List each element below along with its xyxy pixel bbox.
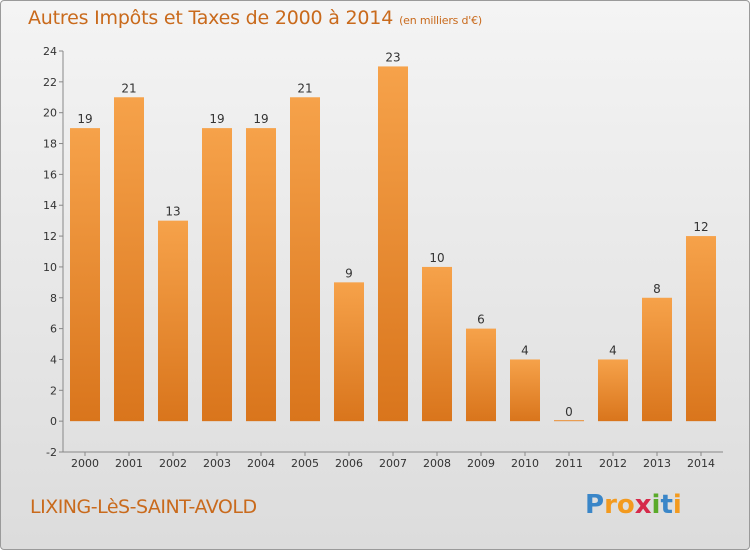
x-tick-label-2014: 2014	[687, 457, 715, 470]
chart-title-text: Autres Impôts et Taxes de 2000 à 2014	[28, 7, 394, 29]
data-label-2013: 8	[653, 282, 661, 296]
x-tick-label-2004: 2004	[247, 457, 275, 470]
x-tick-label-2000: 2000	[71, 457, 99, 470]
chart-bars	[70, 66, 716, 422]
chart-title: Autres Impôts et Taxes de 2000 à 2014 (en…	[28, 7, 482, 29]
data-label-2006: 9	[345, 266, 353, 280]
y-tick-label: -2	[46, 446, 57, 459]
bar-2009	[466, 328, 496, 422]
x-tick-label-2002: 2002	[159, 457, 187, 470]
x-tick-label-2006: 2006	[335, 457, 363, 470]
y-tick-label: 24	[43, 45, 57, 58]
bar-2013	[642, 297, 672, 422]
x-tick-label-2005: 2005	[291, 457, 319, 470]
y-tick-label: 22	[43, 76, 57, 89]
y-tick-label: 18	[43, 138, 57, 151]
y-tick-label: 2	[50, 384, 57, 397]
x-tick-label-2010: 2010	[511, 457, 539, 470]
bar-2007	[378, 66, 408, 422]
y-tick-label: 4	[50, 353, 57, 366]
data-label-2011: 0	[565, 405, 573, 419]
chart-labels: 19 2000 21 2001 13 2002 19 2003 19 2004 21 2005 9 200…	[71, 50, 715, 470]
data-label-2002: 13	[165, 205, 180, 219]
data-label-2004: 19	[253, 112, 268, 126]
data-label-2012: 4	[609, 343, 617, 357]
data-label-2009: 6	[477, 313, 485, 327]
y-tick-label: 16	[43, 168, 57, 181]
bar-2000	[70, 128, 100, 422]
data-label-2005: 21	[297, 81, 312, 95]
x-tick-label-2011: 2011	[555, 457, 583, 470]
bar-2012	[598, 359, 628, 422]
y-tick-label: 14	[43, 199, 57, 212]
bar-2003	[202, 128, 232, 422]
proxiti-logo: Proxiti	[585, 490, 682, 520]
x-tick-label-2008: 2008	[423, 457, 451, 470]
bar-2014	[686, 236, 716, 422]
logo-letter: r	[604, 490, 617, 520]
data-label-2001: 21	[121, 81, 136, 95]
logo-letter: i	[651, 490, 661, 520]
logo-letter: i	[672, 490, 682, 520]
chart-unit-label: (en milliers d'€)	[399, 14, 482, 27]
bar-2011	[554, 420, 584, 422]
bar-2010	[510, 359, 540, 422]
logo-letter: o	[616, 490, 635, 520]
bar-2005	[290, 97, 320, 422]
y-tick-label: 20	[43, 107, 57, 120]
x-tick-label-2001: 2001	[115, 457, 143, 470]
logo-letter: P	[585, 490, 605, 520]
bar-2004	[246, 128, 276, 422]
data-label-2003: 19	[209, 112, 224, 126]
y-tick-label: 12	[43, 230, 57, 243]
y-tick-label: 8	[50, 292, 57, 305]
x-tick-label-2003: 2003	[203, 457, 231, 470]
bar-2008	[422, 266, 452, 422]
x-tick-label-2007: 2007	[379, 457, 407, 470]
data-label-2000: 19	[77, 112, 92, 126]
data-label-2014: 12	[693, 220, 708, 234]
x-tick-label-2013: 2013	[643, 457, 671, 470]
y-tick-label: 0	[50, 415, 57, 428]
y-tick-label: 10	[43, 261, 57, 274]
logo-letter: t	[660, 490, 673, 520]
x-tick-label-2012: 2012	[599, 457, 627, 470]
bar-2001	[114, 97, 144, 422]
data-label-2007: 23	[385, 50, 400, 64]
data-label-2008: 10	[429, 251, 444, 265]
logo-letter: x	[634, 490, 652, 520]
commune-name: LIXING-LèS-SAINT-AVOLD	[30, 496, 257, 518]
data-label-2010: 4	[521, 343, 529, 357]
y-tick-label: 6	[50, 323, 57, 336]
x-tick-label-2009: 2009	[467, 457, 495, 470]
bar-2006	[334, 282, 364, 422]
bar-2002	[158, 220, 188, 422]
